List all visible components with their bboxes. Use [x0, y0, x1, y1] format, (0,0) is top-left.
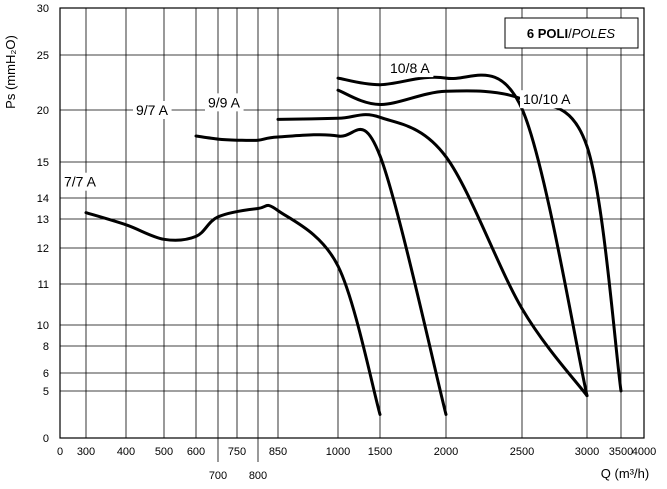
x-tick-label-3000: 3000	[575, 446, 599, 458]
y-tick-label-6: 6	[43, 368, 49, 380]
y-tick-label-25: 25	[37, 50, 49, 62]
series-labels: 7/7 A 9/7 A 9/9 A 10/8 A 10/10 A	[61, 59, 575, 191]
annotation-separator: /	[568, 26, 572, 41]
x-tick-label-600: 600	[187, 446, 205, 458]
x-tick-label-1000: 1000	[326, 446, 350, 458]
series-label-bg-10-10-a	[520, 90, 575, 109]
plot-area-frame	[59, 7, 645, 439]
series-label-7-7-a: 7/7 A	[64, 174, 97, 190]
y-tick-label-13: 13	[37, 214, 49, 226]
y-tick-label-20: 20	[37, 105, 49, 117]
series-label-10-8-a: 10/8 A	[390, 60, 430, 76]
x-tick-label-4000: 4000	[632, 446, 656, 458]
series-label-bg-7-7-a	[61, 172, 100, 191]
poles-annotation-box: 6 POLI/POLES	[504, 17, 639, 49]
y-tick-label-10: 10	[37, 320, 49, 332]
series-line-10-8-a	[336, 73, 589, 398]
y-tick-label-30: 30	[37, 3, 49, 15]
series-line-7-7-a	[84, 203, 382, 416]
annotation-bold: 6 POLI	[527, 26, 568, 41]
x-tick-label-500: 500	[155, 446, 173, 458]
annotation-italic: POLES	[572, 26, 616, 41]
y-tick-label-12: 12	[37, 243, 49, 255]
y-tick-label-0: 0	[43, 433, 49, 445]
x-tick-label-300: 300	[77, 446, 95, 458]
y-tick-label-5: 5	[43, 386, 49, 398]
series-label-bg-9-9-a	[205, 93, 244, 112]
y-tick-label-15: 15	[37, 157, 49, 169]
series-label-bg-9-7-a	[133, 101, 172, 119]
x-tick-label-400: 400	[117, 446, 135, 458]
x-tick-label-0: 0	[57, 446, 63, 458]
y-tick-label-11: 11	[38, 279, 49, 291]
y-tick-label-14: 14	[37, 193, 49, 205]
series-label-bg-10-8-a	[387, 59, 434, 78]
y-axis-label: Ps (mmH₂O)	[3, 35, 18, 109]
x-tick-label-2000: 2000	[434, 446, 458, 458]
x-tick-label-850: 850	[269, 446, 287, 458]
x-tick-label-800: 800	[249, 470, 267, 482]
svg-text:6 POLI/POLES: 6 POLI/POLES	[527, 26, 615, 41]
x-tick-label-750: 750	[228, 446, 246, 458]
tick-labels: 0 300 400 500 600 750 850 1000 1500 2000 2500 3000 3…	[37, 3, 656, 482]
series-line-9-9-a	[276, 113, 589, 398]
y-tick-label-8: 8	[43, 341, 49, 353]
series-label-9-7-a: 9/7 A	[136, 102, 169, 118]
x-tick-label-700: 700	[209, 470, 227, 482]
series-label-9-9-a: 9/9 A	[208, 94, 241, 110]
x-axis-label: Q (m³/h)	[601, 466, 649, 481]
x-tick-label-2500: 2500	[510, 446, 534, 458]
series-line-9-7-a	[194, 128, 448, 416]
x-tick-label-3500: 3500	[609, 446, 633, 458]
series-label-10-10-a: 10/10 A	[523, 91, 571, 107]
x-tick-label-1500: 1500	[368, 446, 392, 458]
